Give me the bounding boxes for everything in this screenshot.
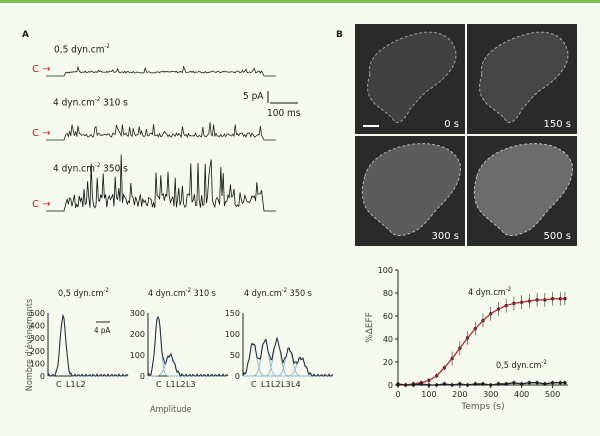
- chart-point: [563, 381, 567, 385]
- hist-3-title: 4 dyn.cm-2 350 s: [244, 287, 312, 299]
- hist-xlabel: L1: [166, 380, 176, 389]
- trace-2: [46, 122, 276, 141]
- hist-xlabel: L2: [176, 380, 186, 389]
- chart-ytick-label: 100: [378, 266, 393, 275]
- hist-xlabel: L1: [261, 380, 271, 389]
- hist-tick: 150: [225, 309, 240, 318]
- hist-tick: 300: [130, 309, 145, 318]
- chart-xlabel: Temps (s): [460, 402, 504, 412]
- hist-scale-label: 4 pA: [94, 326, 111, 335]
- cell-outline: [473, 143, 573, 236]
- chart-xtick-label: 100: [421, 390, 436, 399]
- chart-xtick-label: 300: [483, 390, 498, 399]
- hist-1-title: 0,5 dyn.cm-2: [58, 287, 109, 299]
- annotation-4dyn: 4 dyn.cm-2: [468, 286, 512, 298]
- image-150s: 150 s: [467, 24, 577, 134]
- image-500s: 500 s: [467, 136, 577, 246]
- cell-outline: [363, 31, 457, 127]
- chart-ytick-label: 40: [383, 335, 393, 344]
- chart-xtick-label: 0: [395, 390, 400, 399]
- hist-tick: 400: [30, 322, 45, 331]
- chart-series-line: [397, 382, 565, 386]
- c-marker-1: C →: [32, 64, 51, 75]
- hist-tick: 0: [235, 372, 240, 381]
- chart-ytick-label: 20: [383, 358, 393, 367]
- image-300s: 300 s: [355, 136, 465, 246]
- hist-tick: 200: [130, 330, 145, 339]
- hist-gauss: [243, 357, 333, 377]
- hist-x-label: Amplitude: [150, 405, 192, 415]
- chart-xtick-label: 500: [545, 390, 560, 399]
- trace-1-label: 0,5 dyn.cm-2: [54, 43, 110, 56]
- hist-tick: 100: [30, 359, 45, 368]
- trace-1: [46, 65, 276, 77]
- trace-3-label: 4 dyn.cm-2 350 s: [53, 162, 128, 175]
- scalebar-time-label: 100 ms: [267, 108, 301, 119]
- hist-xlabel: L1: [66, 380, 76, 389]
- chart-ytick-label: 80: [383, 289, 393, 298]
- chart-ylabel: %ΔEFF: [365, 312, 375, 343]
- chart-series-line: [398, 298, 565, 386]
- hist-xlabel: L4: [291, 380, 301, 389]
- panel-b-label: B: [336, 30, 343, 40]
- trace-2-label: 4 dyn.cm-2 310 s: [53, 96, 128, 109]
- hist-xlabel: C: [251, 380, 257, 389]
- hist-data: [147, 316, 229, 377]
- c-marker-2: C →: [32, 128, 51, 139]
- hist-tick: 50: [230, 351, 240, 360]
- time-label-2: 300 s: [431, 231, 459, 242]
- chart-xtick-label: 400: [514, 390, 529, 399]
- hist-xlabel: C: [156, 380, 162, 389]
- hist-tick: 0: [140, 372, 145, 381]
- time-label-3: 500 s: [543, 231, 571, 242]
- cell-outline: [479, 31, 569, 123]
- chart-point: [563, 297, 567, 301]
- hist-tick: 200: [30, 347, 45, 356]
- cell-outline: [361, 143, 461, 236]
- time-label-0: 0 s: [444, 119, 459, 130]
- hist-tick: 100: [225, 330, 240, 339]
- hist-tick: 100: [130, 351, 145, 360]
- annotation-05dyn: 0,5 dyn.cm-2: [496, 359, 547, 371]
- hist-xlabel: L3: [186, 380, 196, 389]
- image-0s: 0 s: [355, 24, 465, 134]
- scalebar-current-label: 5 pA: [243, 91, 264, 102]
- hist-2-title: 4 dyn.cm-2 310 s: [148, 287, 216, 299]
- hist-xlabel: L2: [76, 380, 86, 389]
- chart-ytick-label: 60: [383, 312, 393, 321]
- hist-tick: 0: [40, 372, 45, 381]
- hist-data: [242, 336, 334, 377]
- top-border: [0, 0, 600, 3]
- chart-xtick-label: 200: [452, 390, 467, 399]
- hist-tick: 500: [30, 309, 45, 318]
- hist-xlabel: C: [56, 380, 62, 389]
- chart-ytick-label: 0: [388, 381, 393, 390]
- c-marker-3: C →: [32, 199, 51, 210]
- time-label-1: 150 s: [543, 119, 571, 130]
- panel-a-label: A: [22, 30, 29, 40]
- hist-xlabel: L3: [281, 380, 291, 389]
- hist-tick: 300: [30, 334, 45, 343]
- trace-3: [46, 154, 276, 212]
- hist-data: [47, 313, 129, 377]
- hist-xlabel: L2: [271, 380, 281, 389]
